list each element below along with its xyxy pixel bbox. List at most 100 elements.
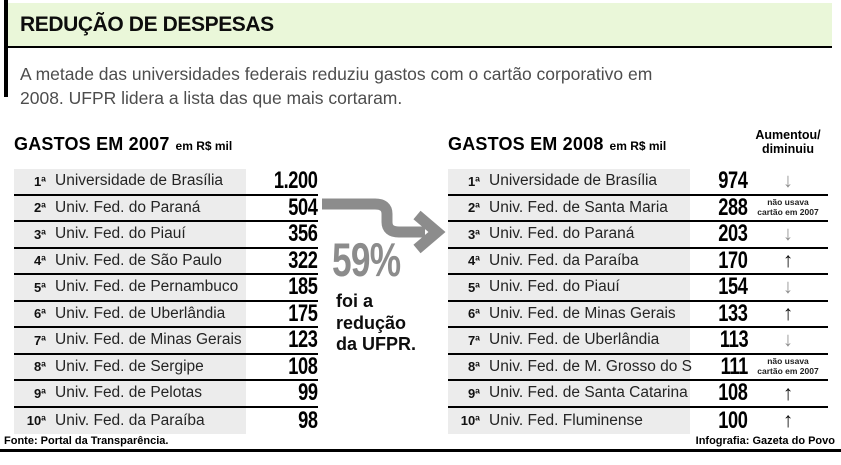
trend-column-header: Aumentou/ diminuiu: [746, 128, 830, 156]
increase-arrow-icon: ↑: [782, 249, 794, 273]
rank-label: 10ª: [26, 413, 46, 429]
table-row: 6ª Univ. Fed. de Minas Gerais 133 ↑: [448, 301, 828, 328]
row-shade-panel: [448, 169, 690, 434]
page-title: REDUÇÃO DE DESPESAS: [20, 12, 274, 36]
rank-label: 3ª: [33, 226, 46, 242]
university-name: Univ. Fed. de Uberlândia: [55, 304, 226, 322]
rank-label: 6ª: [467, 306, 480, 322]
value-2008: 974: [718, 167, 749, 195]
value-2007: 1.200: [274, 167, 318, 195]
university-name: Universidade de Brasília: [489, 172, 658, 190]
table-2007-rows: 1ª Universidade de Brasília 1.200 2ª Uni…: [14, 169, 318, 434]
reduction-caption: foi a redução da UFPR.: [336, 291, 416, 356]
value-2008: 100: [718, 406, 749, 434]
table-row: 5ª Univ. Fed. do Piauí 154 ↓: [448, 275, 828, 302]
rank-label: 10ª: [460, 413, 480, 429]
value-2007: 175: [288, 299, 319, 327]
university-name: Univ. Fed. do Paraná: [489, 225, 635, 243]
left-accent-bar: [4, 0, 8, 97]
trend-header-line-1: Aumentou/: [755, 128, 821, 142]
table-row: 3ª Univ. Fed. do Piauí 356: [14, 222, 318, 249]
university-name: Univ. Fed. de Minas Gerais: [489, 304, 676, 322]
university-name: Univ. Fed. da Paraíba: [489, 251, 639, 269]
value-2007: 98: [298, 406, 318, 434]
table-row: 8ª Univ. Fed. de Sergipe 108: [14, 352, 319, 381]
rank-label: 1ª: [33, 173, 46, 189]
table-row: 4ª Univ. Fed. de São Paulo 322: [14, 248, 318, 275]
decrease-arrow-icon: ↓: [783, 276, 793, 299]
rank-label: 4ª: [467, 253, 480, 269]
table-row: 6ª Univ. Fed. de Uberlândia 175: [14, 299, 319, 328]
university-name: Univ. Fed. de Pernambuco: [55, 278, 239, 296]
university-name: Univ. Fed. do Paraná: [55, 198, 201, 216]
no-card-note: não usava cartão em 2007: [757, 197, 819, 217]
reduction-caption-line-3: da UFPR.: [336, 334, 417, 354]
table-row: 1ª Universidade de Brasília 974 ↓: [448, 169, 828, 196]
source-credit: Fonte: Portal da Transparência.: [4, 435, 169, 447]
university-name: Univ. Fed. de Santa Maria: [489, 198, 668, 216]
university-name: Univ. Fed. de Sergipe: [55, 357, 204, 375]
trend-header-line-2: diminuiu: [761, 141, 815, 156]
university-name: Univ. Fed. do Piauí: [489, 278, 620, 296]
rank-label: 5ª: [467, 279, 480, 295]
increase-arrow-icon: ↑: [782, 302, 794, 326]
table-2008-title: GASTOS EM 2008 em R$ mil: [448, 134, 828, 156]
decrease-arrow-icon: ↓: [783, 223, 793, 246]
value-2008: 154: [718, 273, 749, 301]
increase-arrow-icon: ↑: [782, 381, 794, 405]
table-2007-unit: em R$ mil: [175, 139, 233, 153]
table-row: 10ª Univ. Fed. Fluminense 100 ↑: [448, 408, 828, 435]
intro-line-2: 2008. UFPR lidera a lista das que mais c…: [20, 88, 403, 108]
rank-label: 8ª: [467, 359, 480, 375]
value-2007: 99: [298, 379, 318, 407]
value-2007: 504: [288, 193, 319, 221]
university-name: Universidade de Brasília: [55, 172, 224, 190]
university-name: Univ. Fed. de Uberlândia: [489, 331, 660, 349]
table-2008: GASTOS EM 2008 em R$ mil Aumentou/ diminu…: [448, 128, 828, 435]
decrease-arrow-icon: ↓: [783, 329, 793, 352]
rank-label: 8ª: [33, 359, 46, 375]
university-name: Univ. Fed. do Piauí: [55, 225, 186, 243]
table-row: 1ª Universidade de Brasília 1.200: [14, 169, 318, 196]
table-2008-title-text: GASTOS EM 2008: [448, 134, 604, 154]
table-row: 4ª Univ. Fed. da Paraíba 170 ↑: [448, 246, 828, 275]
university-name: Univ. Fed. de Minas Gerais: [55, 331, 242, 349]
rank-label: 1ª: [467, 173, 480, 189]
table-row: 7ª Univ. Fed. de Minas Gerais 123: [14, 328, 318, 355]
ufpr-flow-arrow-icon: [322, 198, 446, 254]
rank-label: 2ª: [33, 200, 46, 216]
table-row: 2ª Univ. Fed. do Paraná 504: [14, 193, 319, 222]
university-name: Univ. Fed. de Pelotas: [55, 384, 203, 402]
table-row: 2ª Univ. Fed. de Santa Maria 288 não usa…: [448, 193, 828, 222]
value-2007: 108: [288, 352, 319, 380]
value-2008: 288: [718, 193, 749, 221]
table-2007-title: GASTOS EM 2007 em R$ mil: [14, 134, 318, 156]
table-2008-unit: em R$ mil: [609, 139, 667, 153]
rank-label: 4ª: [33, 253, 46, 269]
title-underline: [4, 46, 832, 48]
infographic-credit: Infografia: Gazeta do Povo: [695, 435, 835, 447]
value-2007: 356: [288, 220, 319, 248]
title-band: REDUÇÃO DE DESPESAS: [8, 3, 832, 46]
value-2008: 111: [720, 352, 749, 380]
footer-rule: [0, 449, 841, 452]
row-shade-panel: [14, 169, 246, 434]
reduction-percent: 59%: [332, 233, 401, 286]
rank-label: 9ª: [467, 385, 480, 401]
value-2007: 123: [288, 326, 319, 354]
value-2008: 113: [719, 326, 749, 354]
value-2008: 170: [718, 246, 749, 274]
table-row: 8ª Univ. Fed. de M. Grosso do Sul 111 nã…: [448, 352, 828, 381]
reduction-caption-line-1: foi a: [336, 291, 374, 311]
university-name: Univ. Fed. Fluminense: [489, 411, 643, 429]
decrease-arrow-icon: ↓: [783, 170, 793, 193]
rank-label: 6ª: [33, 306, 46, 322]
university-name: Univ. Fed. de Santa Catarina: [489, 384, 688, 402]
rank-label: 9ª: [33, 385, 46, 401]
table-2007-title-text: GASTOS EM 2007: [14, 134, 170, 154]
table-row: 9ª Univ. Fed. de Santa Catarina 108 ↑: [448, 381, 828, 408]
table-2007: GASTOS EM 2007 em R$ mil 1ª Universidade …: [14, 134, 318, 434]
table-row: 10ª Univ. Fed. da Paraíba 98: [14, 406, 319, 435]
intro-line-1: A metade das universidades federais redu…: [20, 64, 653, 84]
